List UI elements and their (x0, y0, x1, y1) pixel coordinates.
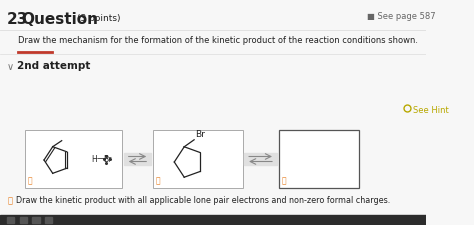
Text: Question: Question (21, 12, 99, 27)
Bar (153, 130, 243, 188)
Text: Br: Br (103, 155, 112, 164)
Text: ∨: ∨ (7, 62, 14, 72)
Text: ■ See page 587: ■ See page 587 (366, 12, 435, 21)
Bar (124, 153, 151, 165)
Text: 2nd attempt: 2nd attempt (17, 61, 91, 71)
Bar (20, 216, 27, 223)
Bar (25, 130, 122, 188)
Text: —: — (97, 155, 105, 164)
Text: (3 points): (3 points) (77, 14, 121, 23)
Bar (45, 216, 52, 223)
Text: Draw the mechanism for the formation of the kinetic product of the reaction cond: Draw the mechanism for the formation of … (18, 36, 418, 45)
Bar (32, 216, 39, 223)
Text: ⓘ: ⓘ (28, 176, 33, 185)
Text: ⓘ: ⓘ (155, 176, 160, 185)
Text: ⓘ: ⓘ (281, 176, 286, 185)
Text: H: H (91, 155, 97, 164)
Text: Br: Br (195, 130, 205, 139)
Text: Draw the kinetic product with all applicable lone pair electrons and non-zero fo: Draw the kinetic product with all applic… (16, 196, 391, 205)
Bar (245, 153, 277, 165)
Bar (0, 215, 426, 225)
Text: ⓘ: ⓘ (7, 196, 12, 205)
Text: See Hint: See Hint (413, 106, 449, 115)
Bar (279, 130, 359, 188)
Text: 23: 23 (7, 12, 28, 27)
Bar (7, 216, 14, 223)
